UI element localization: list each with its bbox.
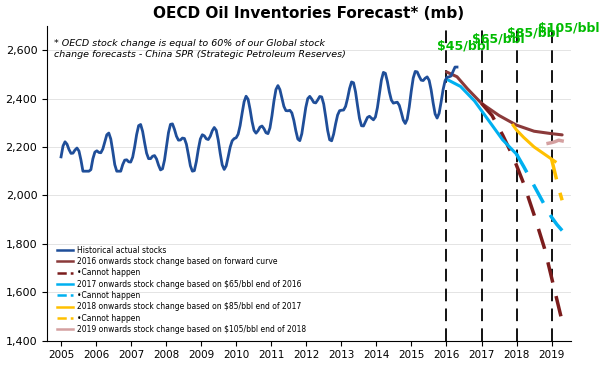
Text: $45/bbl: $45/bbl <box>437 40 489 53</box>
Text: $85/bbl: $85/bbl <box>506 26 559 39</box>
Text: * OECD stock change is equal to 60% of our Global stock
change forecasts - China: * OECD stock change is equal to 60% of o… <box>54 39 346 59</box>
Title: OECD Oil Inventories Forecast* (mb): OECD Oil Inventories Forecast* (mb) <box>153 5 465 20</box>
Legend: Historical actual stocks, 2016 onwards stock change based on forward curve, •Can: Historical actual stocks, 2016 onwards s… <box>54 243 309 337</box>
Text: $105/bbl: $105/bbl <box>537 21 599 34</box>
Text: $65/bbl: $65/bbl <box>472 32 524 45</box>
